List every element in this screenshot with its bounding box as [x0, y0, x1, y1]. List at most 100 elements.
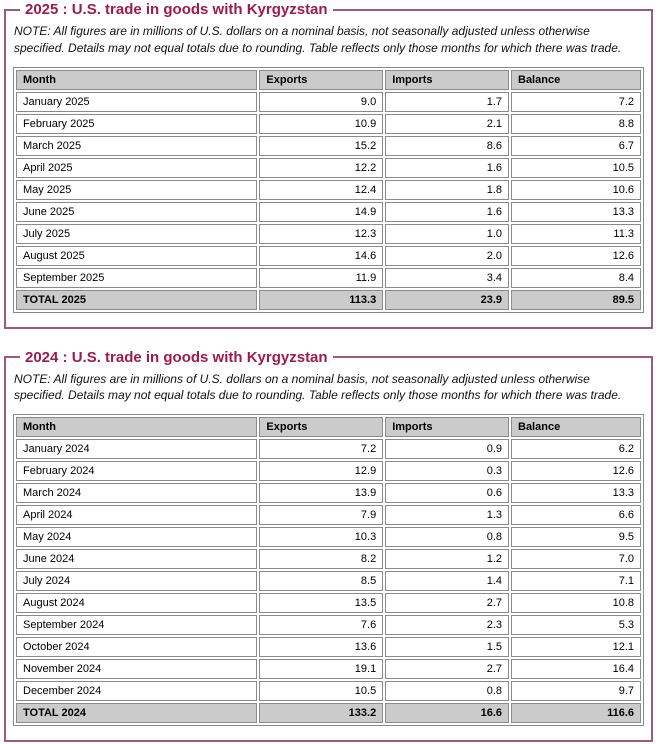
value-cell: 1.6 — [385, 157, 509, 178]
value-cell: 23.9 — [385, 289, 509, 310]
value-cell: 6.6 — [511, 505, 641, 526]
value-cell: 9.7 — [511, 681, 641, 702]
value-cell: 8.6 — [385, 135, 509, 156]
month-cell: August 2024 — [16, 593, 258, 614]
value-cell: 8.8 — [511, 113, 641, 134]
month-cell: August 2025 — [16, 245, 258, 266]
column-header-imports: Imports — [385, 417, 509, 438]
month-cell: January 2025 — [16, 91, 258, 112]
month-cell: February 2025 — [16, 113, 258, 134]
column-header-exports: Exports — [259, 417, 384, 438]
trade-panel-2024: 2024 : U.S. trade in goods with Kyrgyzst… — [4, 349, 653, 743]
month-cell: February 2024 — [16, 461, 258, 482]
column-header-exports: Exports — [259, 69, 384, 90]
trade-table-2025: Month Exports Imports Balance January 20… — [13, 66, 644, 313]
value-cell: 1.5 — [385, 637, 509, 658]
table-row: April 2025 12.2 1.6 10.5 — [16, 157, 641, 178]
value-cell: 1.6 — [385, 201, 509, 222]
value-cell: 9.5 — [511, 527, 641, 548]
table-row: December 2024 10.5 0.8 9.7 — [16, 681, 641, 702]
value-cell: 2.3 — [385, 615, 509, 636]
value-cell: 10.9 — [259, 113, 384, 134]
value-cell: 133.2 — [259, 703, 384, 724]
value-cell: 3.4 — [385, 267, 509, 288]
value-cell: 16.6 — [385, 703, 509, 724]
table-row: May 2025 12.4 1.8 10.6 — [16, 179, 641, 200]
value-cell: 5.3 — [511, 615, 641, 636]
value-cell: 0.8 — [385, 681, 509, 702]
trade-table-2024: Month Exports Imports Balance January 20… — [13, 414, 644, 727]
note-text-2024: NOTE: All figures are in millions of U.S… — [14, 371, 622, 403]
table-row: September 2024 7.6 2.3 5.3 — [16, 615, 641, 636]
value-cell: 12.9 — [259, 461, 384, 482]
month-cell: June 2025 — [16, 201, 258, 222]
column-header-balance: Balance — [511, 69, 641, 90]
value-cell: 2.7 — [385, 659, 509, 680]
value-cell: 13.6 — [259, 637, 384, 658]
table-row: January 2024 7.2 0.9 6.2 — [16, 439, 641, 460]
value-cell: 14.6 — [259, 245, 384, 266]
month-cell: May 2024 — [16, 527, 258, 548]
value-cell: 2.7 — [385, 593, 509, 614]
table-header-row: Month Exports Imports Balance — [16, 417, 641, 438]
month-cell: July 2024 — [16, 571, 258, 592]
table-row: November 2024 19.1 2.7 16.4 — [16, 659, 641, 680]
table-row: September 2025 11.9 3.4 8.4 — [16, 267, 641, 288]
value-cell: 13.3 — [511, 483, 641, 504]
table-row: August 2024 13.5 2.7 10.8 — [16, 593, 641, 614]
value-cell: 14.9 — [259, 201, 384, 222]
value-cell: 10.3 — [259, 527, 384, 548]
value-cell: 9.0 — [259, 91, 384, 112]
value-cell: 10.5 — [259, 681, 384, 702]
trade-panel-2025: 2025 : U.S. trade in goods with Kyrgyzst… — [4, 2, 653, 329]
table-row: January 2025 9.0 1.7 7.2 — [16, 91, 641, 112]
value-cell: 10.6 — [511, 179, 641, 200]
table-row: March 2025 15.2 8.6 6.7 — [16, 135, 641, 156]
value-cell: 11.3 — [511, 223, 641, 244]
column-header-balance: Balance — [511, 417, 641, 438]
value-cell: 0.6 — [385, 483, 509, 504]
total-label-cell: TOTAL 2025 — [16, 289, 258, 310]
value-cell: 113.3 — [259, 289, 384, 310]
value-cell: 89.5 — [511, 289, 641, 310]
value-cell: 11.9 — [259, 267, 384, 288]
month-cell: January 2024 — [16, 439, 258, 460]
table-header-row: Month Exports Imports Balance — [16, 69, 641, 90]
value-cell: 13.3 — [511, 201, 641, 222]
total-row: TOTAL 2025 113.3 23.9 89.5 — [16, 289, 641, 310]
panel-title-2025: 2025 : U.S. trade in goods with Kyrgyzst… — [25, 1, 328, 18]
table-row: April 2024 7.9 1.3 6.6 — [16, 505, 641, 526]
value-cell: 6.2 — [511, 439, 641, 460]
value-cell: 12.4 — [259, 179, 384, 200]
table-row: July 2025 12.3 1.0 11.3 — [16, 223, 641, 244]
month-cell: December 2024 — [16, 681, 258, 702]
value-cell: 8.2 — [259, 549, 384, 570]
value-cell: 7.6 — [259, 615, 384, 636]
value-cell: 2.0 — [385, 245, 509, 266]
column-header-imports: Imports — [385, 69, 509, 90]
value-cell: 6.7 — [511, 135, 641, 156]
value-cell: 0.8 — [385, 527, 509, 548]
value-cell: 8.4 — [511, 267, 641, 288]
value-cell: 12.6 — [511, 461, 641, 482]
value-cell: 0.3 — [385, 461, 509, 482]
table-row: May 2024 10.3 0.8 9.5 — [16, 527, 641, 548]
month-cell: November 2024 — [16, 659, 258, 680]
column-header-month: Month — [16, 417, 258, 438]
value-cell: 1.0 — [385, 223, 509, 244]
month-cell: July 2025 — [16, 223, 258, 244]
value-cell: 7.1 — [511, 571, 641, 592]
total-label-cell: TOTAL 2024 — [16, 703, 258, 724]
value-cell: 1.8 — [385, 179, 509, 200]
value-cell: 8.5 — [259, 571, 384, 592]
value-cell: 7.9 — [259, 505, 384, 526]
value-cell: 12.1 — [511, 637, 641, 658]
value-cell: 12.3 — [259, 223, 384, 244]
value-cell: 16.4 — [511, 659, 641, 680]
month-cell: June 2024 — [16, 549, 258, 570]
value-cell: 2.1 — [385, 113, 509, 134]
value-cell: 10.5 — [511, 157, 641, 178]
table-row: June 2025 14.9 1.6 13.3 — [16, 201, 641, 222]
value-cell: 0.9 — [385, 439, 509, 460]
table-row: June 2024 8.2 1.2 7.0 — [16, 549, 641, 570]
